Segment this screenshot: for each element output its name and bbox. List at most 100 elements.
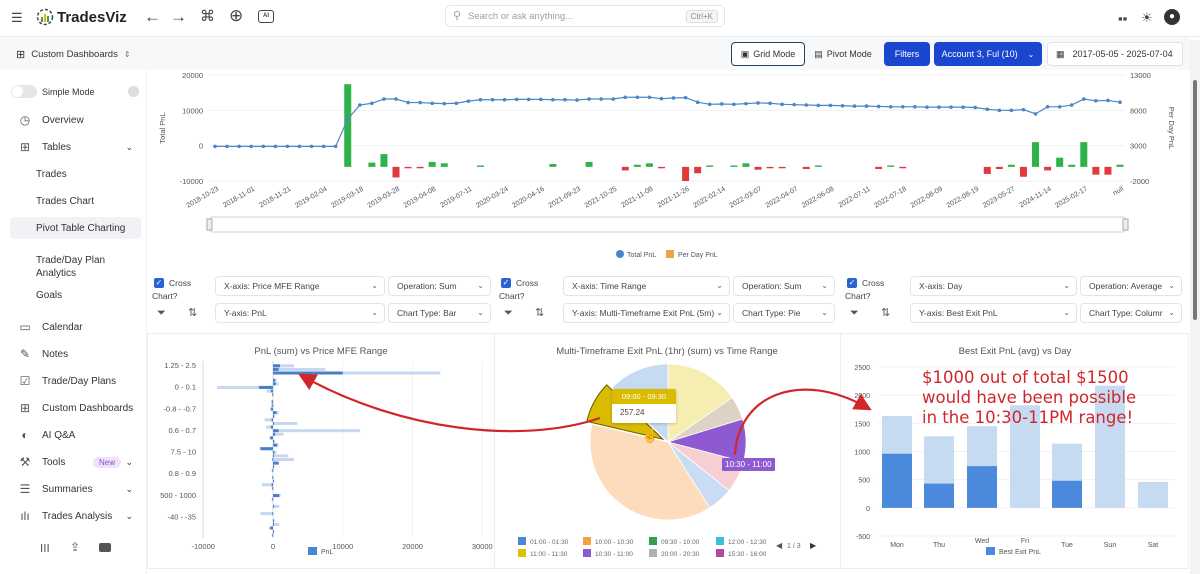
forward-arrow-icon[interactable]: →	[170, 7, 187, 26]
zoom-slider-left-handle[interactable]	[206, 218, 213, 231]
hamburger-menu-icon[interactable]: ☰	[11, 10, 23, 25]
sort-icon[interactable]: ⇅	[881, 307, 891, 319]
legend-next-icon[interactable]: ▶	[810, 541, 817, 550]
sidebar-item-custom-dashboards[interactable]: ⊞ Custom Dashboards	[10, 397, 141, 419]
best-exit-total-bar[interactable]	[1138, 481, 1168, 508]
legend-item[interactable]: 10:30 - 11:00	[595, 551, 633, 558]
operation-select-value: Operation: Sum	[742, 281, 802, 291]
legend-pnl[interactable]: PnL	[321, 549, 334, 556]
clear-filter-icon[interactable]: ⏷	[157, 307, 166, 319]
operation-select[interactable]: Operation: Sum ⌄	[733, 276, 835, 296]
total-pnl-point	[333, 144, 338, 149]
sidebar-item-pivot-table-charting[interactable]: Pivot Table Charting	[10, 217, 141, 239]
y-tick-label: -500	[856, 534, 870, 541]
filters-button[interactable]: Filters	[884, 42, 930, 66]
chart-type-select[interactable]: Chart Type: Bar ⌄	[388, 303, 491, 323]
youtube-icon[interactable]	[99, 543, 111, 552]
pivot-mode-button[interactable]: ▤ Pivot Mode	[807, 42, 879, 66]
upload-icon[interactable]: ⇪	[70, 540, 81, 554]
y-axis-select-value: Y-axis: PnL	[224, 308, 267, 318]
chevron-down-icon[interactable]: ⌄	[125, 483, 133, 494]
sidebar-item-trade-day-plan-analytics[interactable]: Trade/Day Plan Analytics	[10, 250, 141, 284]
sidebar-item-tools[interactable]: ⚒ Tools New ⌄	[10, 451, 141, 473]
total-pnl-point	[671, 96, 676, 100]
legend-item[interactable]: 01:00 - 01:30	[530, 539, 569, 546]
logo[interactable]: TradesViz	[36, 8, 127, 26]
bar-pnl	[273, 443, 278, 447]
x-axis-select[interactable]: X-axis: Price MFE Range ⌄	[215, 276, 385, 296]
clear-filter-icon[interactable]: ⏷	[850, 307, 859, 319]
search-input[interactable]: ⚲ Search or ask anything... Ctrl+K	[445, 5, 725, 27]
chart-type-select[interactable]: Chart Type: Columr ⌄	[1080, 303, 1182, 323]
legend-item[interactable]: 09:30 - 10:00	[661, 539, 700, 546]
sidebar-item-overview[interactable]: ◷ Overview	[10, 109, 141, 131]
user-avatar-icon[interactable]: ●	[1164, 9, 1180, 25]
legend-item[interactable]: 10:00 - 10:30	[595, 539, 634, 546]
cross-chart-checkbox[interactable]: ✓	[847, 278, 857, 288]
y-axis-select[interactable]: Y-axis: PnL ⌄	[215, 303, 385, 323]
add-circle-icon[interactable]: ⊕	[229, 6, 244, 25]
operation-select[interactable]: Operation: Sum ⌄	[388, 276, 491, 296]
apps-grid-icon[interactable]: ▪▪	[1118, 11, 1128, 26]
sidebar-item-calendar[interactable]: ▭ Calendar	[10, 316, 141, 338]
zoom-slider-right-handle[interactable]	[1122, 218, 1129, 231]
sidebar: Simple Mode ◷ Overview ⊞ Tables ⌄ Trades Trade…	[0, 70, 145, 574]
pie-slice[interactable]	[589, 423, 711, 521]
pie-slice[interactable]	[667, 363, 733, 443]
legend-prev-icon[interactable]: ◀	[776, 541, 783, 550]
best-exit-total-bar[interactable]	[1010, 405, 1040, 508]
x-tick-label: 2019-03-18	[330, 186, 365, 210]
sidebar-item-trades[interactable]: Trades	[10, 163, 141, 185]
best-exit-pnl-bar[interactable]	[1052, 480, 1082, 508]
ai-chat-icon[interactable]: AI	[258, 10, 274, 23]
sort-icon[interactable]: ⇅	[188, 307, 198, 319]
sidebar-item-goals[interactable]: Goals	[10, 284, 141, 306]
account-dropdown[interactable]: Account 3, Ful (10) ⌄	[934, 42, 1042, 66]
sidebar-item-trades-chart[interactable]: Trades Chart	[10, 190, 141, 212]
legend-item[interactable]: 15:30 - 16:00	[728, 551, 767, 558]
sidebar-item-tables[interactable]: ⊞ Tables ⌄	[10, 136, 141, 158]
sort-icon[interactable]: ⇅	[535, 307, 545, 319]
chevron-down-icon[interactable]: ⌄	[125, 510, 133, 521]
scrollbar-thumb[interactable]	[1193, 80, 1197, 320]
bar-pnl	[271, 400, 273, 404]
x-axis-select[interactable]: X-axis: Day ⌄	[910, 276, 1077, 296]
dashboard-selector[interactable]: ⊞ Custom Dashboards ⇕	[16, 48, 131, 61]
grid-mode-button[interactable]: ▣ Grid Mode	[731, 42, 805, 66]
best-exit-pnl-bar[interactable]	[967, 466, 997, 508]
clear-filter-icon[interactable]: ⏷	[504, 307, 513, 319]
legend-per-day-pnl[interactable]: Per Day PnL	[678, 252, 718, 259]
legend-best-exit-pnl[interactable]: Best Exit PnL	[999, 549, 1041, 556]
y-axis-select[interactable]: Y-axis: Best Exit PnL ⌄	[910, 303, 1077, 323]
legend-total-pnl[interactable]: Total PnL	[627, 252, 656, 259]
sliders-icon[interactable]: ⵏⵏⵏ	[40, 543, 50, 555]
sidebar-item-ai-q-a[interactable]: ◐ AI Q&A	[10, 424, 141, 446]
best-exit-pnl-bar[interactable]	[924, 483, 954, 508]
legend-item[interactable]: 11:00 - 11:30	[530, 551, 568, 558]
x-axis-select[interactable]: X-axis: Time Range ⌄	[563, 276, 730, 296]
cross-chart-checkbox[interactable]: ✓	[154, 278, 164, 288]
sidebar-item-trade-day-plans[interactable]: ☑ Trade/Day Plans	[10, 370, 141, 392]
total-pnl-point	[502, 97, 507, 102]
sidebar-item-summaries[interactable]: ☰ Summaries ⌄	[10, 478, 141, 500]
best-exit-pnl-bar[interactable]	[882, 453, 912, 508]
best-exit-total-bar[interactable]	[1095, 385, 1125, 508]
theme-sun-icon[interactable]: ☀	[1141, 10, 1153, 25]
legend-item[interactable]: 12:00 - 12:30	[728, 539, 767, 546]
y-axis-select[interactable]: Y-axis: Multi-Timeframe Exit PnL (5m) ⌄	[563, 303, 730, 323]
date-range-picker[interactable]: ▦ 2017-05-05 - 2025-07-04	[1047, 42, 1183, 66]
sidebar-item-trades-analysis[interactable]: ılı Trades Analysis ⌄	[10, 505, 141, 527]
command-icon[interactable]: ⌘	[200, 8, 215, 25]
chart-type-select[interactable]: Chart Type: Pie ⌄	[733, 303, 835, 323]
per-day-pnl-bar	[742, 163, 750, 167]
chevron-down-icon[interactable]: ⌄	[125, 456, 133, 467]
cross-chart-checkbox[interactable]: ✓	[501, 278, 511, 288]
chevron-down-icon[interactable]: ⌄	[125, 141, 133, 152]
legend-item[interactable]: 20:00 - 20:30	[661, 551, 700, 558]
operation-select[interactable]: Operation: Average ⌄	[1080, 276, 1182, 296]
settings-gear-icon[interactable]	[128, 86, 139, 97]
zoom-slider[interactable]	[209, 216, 1126, 233]
back-arrow-icon[interactable]: ←	[144, 7, 161, 26]
simple-mode-toggle[interactable]	[11, 85, 37, 98]
sidebar-item-notes[interactable]: ✎ Notes	[10, 343, 141, 365]
